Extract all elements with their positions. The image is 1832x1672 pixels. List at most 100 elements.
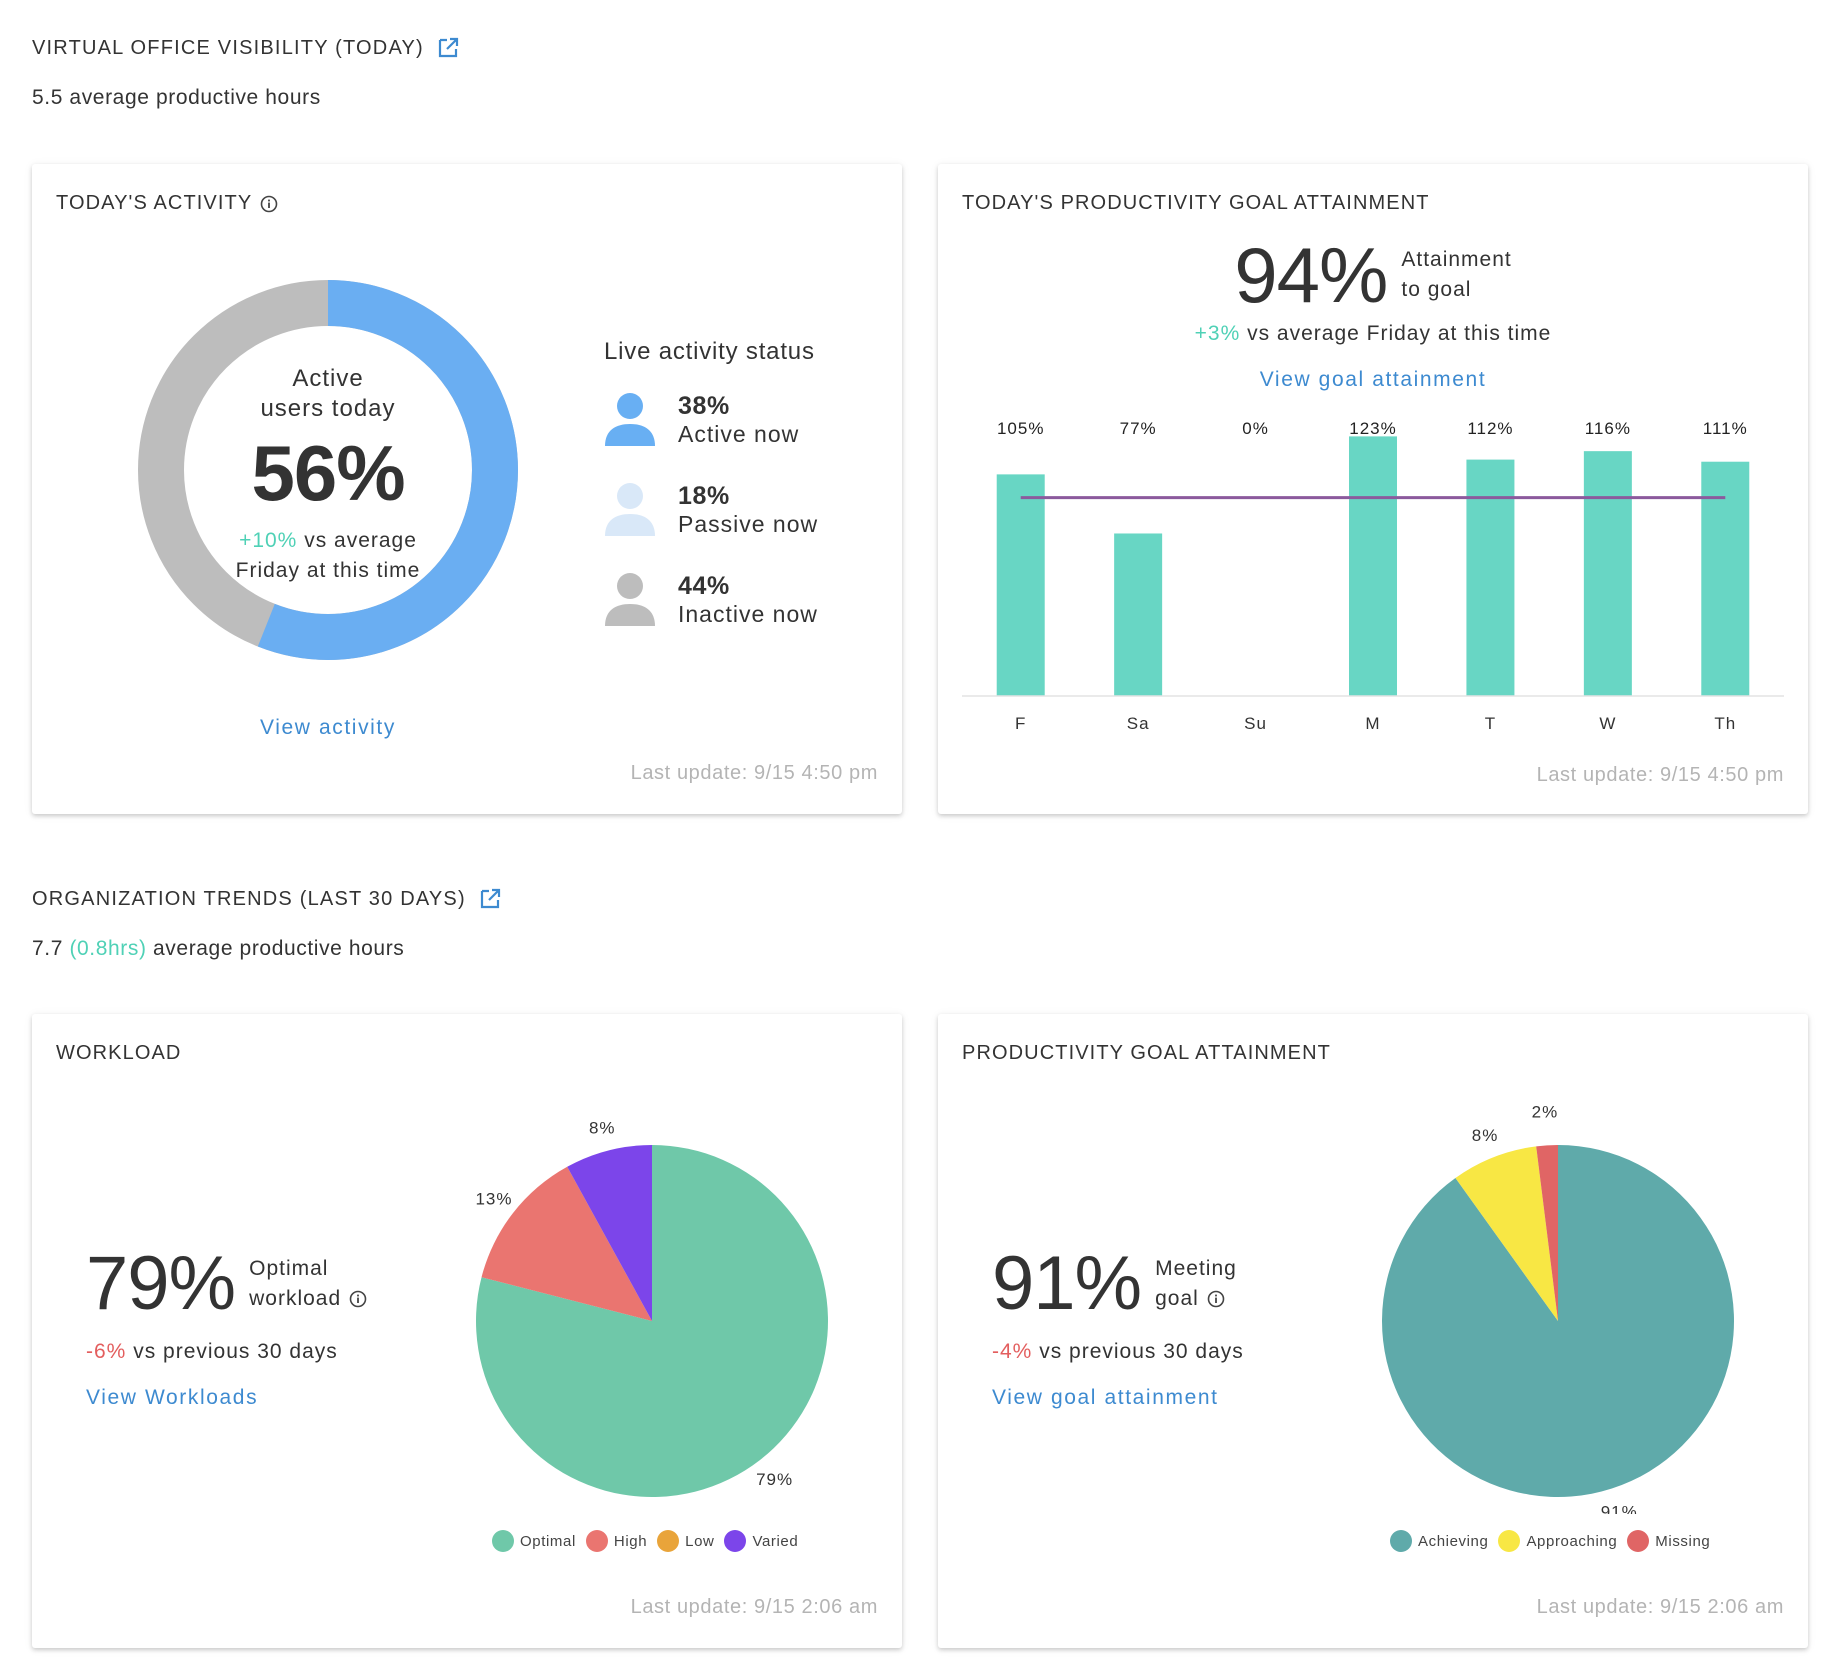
view-goal-attainment-link[interactable]: View goal attainment xyxy=(992,1386,1219,1409)
bar-value-label: 0% xyxy=(1242,419,1269,438)
workload-value: 79% xyxy=(86,1241,236,1326)
x-tick-label: Sa xyxy=(1127,714,1150,733)
attainment-value: 91% xyxy=(992,1241,1142,1326)
last-update: Last update: 9/15 4:50 pm xyxy=(630,762,878,784)
delta-text: vs average xyxy=(297,529,417,552)
goal-delta: +3% vs average Friday at this time xyxy=(938,322,1808,346)
legend-label: Optimal xyxy=(520,1532,576,1550)
external-link-icon[interactable] xyxy=(436,36,460,60)
legend-item-optimal[interactable]: Optimal xyxy=(492,1530,576,1552)
workload-headline: 79% Optimal workload xyxy=(86,1246,367,1322)
attainment-legend: Achieving Approaching Missing xyxy=(1390,1530,1710,1552)
status-inactive: 44% Inactive now xyxy=(604,572,818,628)
card-title: TODAY'S ACTIVITY xyxy=(56,192,278,215)
info-icon[interactable] xyxy=(260,195,278,213)
attainment-label1: Meeting xyxy=(1155,1257,1237,1280)
legend-item-high[interactable]: High xyxy=(585,1530,648,1552)
legend-item-approaching[interactable]: Approaching xyxy=(1498,1530,1617,1552)
legend-label: High xyxy=(613,1532,648,1550)
goal-value-label1: Attainment xyxy=(1401,248,1512,271)
goal-value-label2: to goal xyxy=(1401,278,1472,301)
pie-slice-varied[interactable] xyxy=(567,1145,652,1321)
legend-item-achieving[interactable]: Achieving xyxy=(1390,1530,1488,1552)
delta-value: +10% xyxy=(239,529,298,552)
status-pct: 44% xyxy=(678,572,730,600)
donut-delta: +10% vs average xyxy=(118,526,538,556)
donut-label-line2: users today xyxy=(260,395,396,422)
legend-item-varied[interactable]: Varied xyxy=(724,1530,798,1552)
status-pct: 38% xyxy=(678,392,730,420)
x-tick-label: W xyxy=(1599,714,1616,733)
legend-dot xyxy=(724,1530,747,1552)
bar-value-label: 111% xyxy=(1703,419,1748,438)
section-title-text: ORGANIZATION TRENDS (LAST 30 DAYS) xyxy=(32,887,466,910)
bar-Sa[interactable] xyxy=(1114,533,1163,696)
bar-value-label: 116% xyxy=(1585,419,1631,438)
external-link-icon[interactable] xyxy=(478,887,502,911)
goal-bar-chart: 105% F 77% Sa 0% Su 123% M 112% T 116% W 111% Th xyxy=(962,419,1784,733)
view-workloads-link[interactable]: View Workloads xyxy=(86,1386,259,1409)
legend-dot xyxy=(1390,1530,1412,1552)
bar-M[interactable] xyxy=(1349,436,1397,696)
section-subtitle: 7.7 (0.8hrs) average productive hours xyxy=(32,937,404,961)
card-title: PRODUCTIVITY GOAL ATTAINMENT xyxy=(962,1042,1331,1064)
pie-slice-optimal[interactable] xyxy=(476,1145,828,1497)
subtitle-delta: (0.8hrs) xyxy=(69,937,147,960)
legend-dot xyxy=(585,1530,608,1552)
bar-T[interactable] xyxy=(1466,459,1515,696)
view-goal-attainment-link[interactable]: View goal attainment xyxy=(1259,368,1487,391)
attainment-headline: 91% Meeting goal xyxy=(992,1246,1237,1322)
legend-item-low[interactable]: Low xyxy=(657,1530,714,1552)
user-inactive-icon xyxy=(605,573,655,626)
bar-value-label: 77% xyxy=(1120,419,1157,438)
delta-text-2: Friday at this time xyxy=(235,559,421,582)
info-icon[interactable] xyxy=(349,1290,367,1308)
x-tick-label: Su xyxy=(1244,714,1267,733)
legend-dot xyxy=(1627,1530,1650,1552)
x-tick-label: T xyxy=(1485,714,1496,733)
user-passive-icon xyxy=(605,483,655,536)
bar-F[interactable] xyxy=(996,474,1045,696)
status-label: Inactive now xyxy=(678,601,818,627)
attainment-pie-chart: 91% 8% 2% xyxy=(1382,1102,1734,1514)
subtitle-value: 7.7 xyxy=(32,937,63,960)
workload-legend: Optimal High Low Varied xyxy=(492,1530,798,1552)
card-title-text: TODAY'S ACTIVITY xyxy=(56,192,253,214)
pie-slice-approaching[interactable] xyxy=(1455,1146,1558,1321)
legend-label: Varied xyxy=(752,1532,799,1550)
pie-value-label: 79% xyxy=(756,1470,793,1489)
workload-pie-chart: 79% 13% 8% xyxy=(475,1118,828,1497)
workload-label2: workload xyxy=(249,1287,342,1310)
bar-Th[interactable] xyxy=(1701,461,1750,696)
legend-item-missing[interactable]: Missing xyxy=(1627,1530,1710,1552)
pie-slice-missing[interactable] xyxy=(1536,1145,1558,1321)
delta-value: -4% xyxy=(992,1340,1033,1363)
section-title-virtual-office: VIRTUAL OFFICE VISIBILITY (TODAY) xyxy=(32,36,460,60)
section-title-org-trends: ORGANIZATION TRENDS (LAST 30 DAYS) xyxy=(32,887,502,911)
attainment-label2: goal xyxy=(1155,1287,1199,1310)
productivity-goal-attainment-card: PRODUCTIVITY GOAL ATTAINMENT 91% Meeting… xyxy=(938,1014,1808,1648)
live-status-title: Live activity status xyxy=(604,338,815,365)
workload-card: WORKLOAD 79% Optimal workload -6% vs pre… xyxy=(32,1014,902,1648)
last-update: Last update: 9/15 2:06 am xyxy=(1536,1596,1784,1618)
user-active-icon xyxy=(605,393,655,446)
last-update: Last update: 9/15 2:06 am xyxy=(630,1596,878,1618)
legend-dot xyxy=(1498,1530,1521,1552)
donut-center: Active users today 56% +10% vs average F… xyxy=(118,364,538,586)
bar-value-label: 105% xyxy=(997,419,1044,438)
last-update: Last update: 9/15 4:50 pm xyxy=(1536,764,1784,786)
pie-value-label: 13% xyxy=(475,1189,512,1208)
section-subtitle: 5.5 average productive hours xyxy=(32,86,321,109)
active-users-value: 56% xyxy=(251,429,405,517)
section-title-text: VIRTUAL OFFICE VISIBILITY (TODAY) xyxy=(32,36,424,59)
delta-text: vs previous 30 days xyxy=(1032,1340,1244,1363)
pie-value-label: 8% xyxy=(589,1118,616,1137)
card-title: TODAY'S PRODUCTIVITY GOAL ATTAINMENT xyxy=(962,192,1430,214)
legend-label: Approaching xyxy=(1526,1532,1618,1550)
delta-text: vs previous 30 days xyxy=(126,1340,338,1363)
pie-slice-high[interactable] xyxy=(481,1166,652,1321)
status-label: Active now xyxy=(678,421,800,447)
view-activity-link[interactable]: View activity xyxy=(260,716,396,739)
info-icon[interactable] xyxy=(1207,1290,1225,1308)
bar-W[interactable] xyxy=(1583,451,1632,696)
